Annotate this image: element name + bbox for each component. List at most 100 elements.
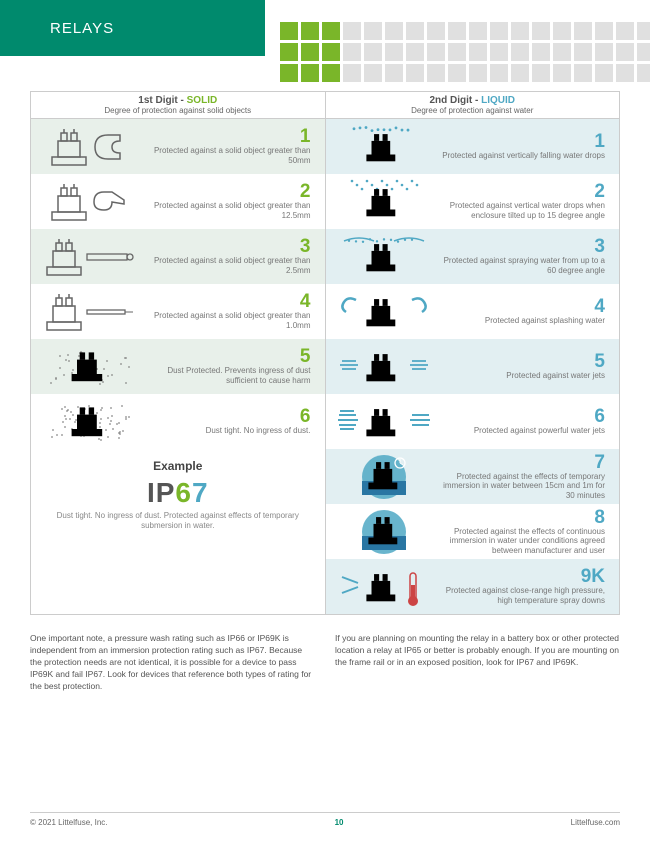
square [616, 43, 634, 61]
liquid-header: 2nd Digit - LIQUID Degree of protection … [326, 92, 620, 119]
solid-description: Protected against a solid object greater… [139, 311, 311, 330]
solid-description: Protected against a solid object greater… [139, 256, 311, 275]
liquid-subtitle: Degree of protection against water [329, 106, 617, 115]
liquid-row-7: 7Protected against the effects of tempor… [326, 449, 620, 504]
liquid-number: 9K [434, 567, 606, 586]
square [385, 22, 403, 40]
solid-icon [39, 343, 139, 391]
liquid-column: 2nd Digit - LIQUID Degree of protection … [326, 92, 620, 614]
example-block: Example IP67 Dust tight. No ingress of d… [31, 449, 325, 542]
square [322, 22, 340, 40]
square [364, 22, 382, 40]
square [490, 64, 508, 82]
liquid-description: Protected against water jets [434, 371, 606, 381]
page-header: RELAYS [0, 0, 265, 56]
solid-number: 1 [139, 127, 311, 146]
note-right: If you are planning on mounting the rela… [335, 633, 620, 692]
solid-description: Protected against a solid object greater… [139, 201, 311, 220]
square [385, 64, 403, 82]
square [280, 43, 298, 61]
liquid-description: Protected against splashing water [434, 316, 606, 326]
solid-row-6: 6Dust tight. No ingress of dust. [31, 394, 325, 449]
solid-number: 5 [139, 347, 311, 366]
square [322, 43, 340, 61]
liquid-icon [334, 508, 434, 556]
solid-icon [39, 178, 139, 226]
liquid-number: 8 [434, 508, 606, 527]
solid-icon [39, 398, 139, 446]
square [553, 22, 571, 40]
solid-column: 1st Digit - SOLID Degree of protection a… [31, 92, 326, 614]
example-ip-code: IP67 [46, 477, 310, 509]
square [637, 64, 650, 82]
square [343, 43, 361, 61]
square [448, 64, 466, 82]
solid-icon [39, 123, 139, 171]
footer-page-number: 10 [335, 818, 344, 827]
square [553, 64, 571, 82]
liquid-description: Protected against spraying water from up… [434, 256, 606, 275]
liquid-icon [334, 398, 434, 446]
square [469, 64, 487, 82]
liquid-row-9K: 9KProtected against close-range high pre… [326, 559, 620, 614]
liquid-description: Protected against vertically falling wat… [434, 151, 606, 161]
square [301, 64, 319, 82]
square [490, 43, 508, 61]
square [280, 22, 298, 40]
square [322, 64, 340, 82]
square [385, 43, 403, 61]
liquid-number: 3 [434, 237, 606, 256]
note-left: One important note, a pressure wash rati… [30, 633, 315, 692]
notes-section: One important note, a pressure wash rati… [30, 633, 620, 692]
solid-description: Protected against a solid object greater… [139, 146, 311, 165]
square [301, 43, 319, 61]
solid-subtitle: Degree of protection against solid objec… [34, 106, 322, 115]
liquid-title-word: LIQUID [481, 95, 515, 106]
square [574, 43, 592, 61]
square [364, 43, 382, 61]
solid-number: 6 [139, 407, 311, 426]
solid-row-5: 5Dust Protected. Prevents ingress of dus… [31, 339, 325, 394]
decorative-squares [280, 22, 650, 82]
square [574, 64, 592, 82]
solid-icon [39, 233, 139, 281]
liquid-row-5: 5Protected against water jets [326, 339, 620, 394]
square [469, 43, 487, 61]
solid-title-prefix: 1st Digit - [138, 95, 186, 106]
liquid-icon [334, 288, 434, 336]
solid-title-word: SOLID [187, 95, 218, 106]
liquid-icon [334, 123, 434, 171]
square [427, 22, 445, 40]
square [469, 22, 487, 40]
square [427, 64, 445, 82]
solid-row-4: 4Protected against a solid object greate… [31, 284, 325, 339]
liquid-number: 7 [434, 453, 606, 472]
square [637, 22, 650, 40]
liquid-row-2: 2Protected against vertical water drops … [326, 174, 620, 229]
example-digit-1: 6 [175, 477, 192, 508]
solid-number: 3 [139, 237, 311, 256]
square [553, 43, 571, 61]
liquid-icon [334, 453, 434, 501]
liquid-title-prefix: 2nd Digit - [429, 95, 481, 106]
square [532, 64, 550, 82]
solid-icon [39, 288, 139, 336]
liquid-description: Protected against close-range high press… [434, 586, 606, 605]
liquid-description: Protected against powerful water jets [434, 426, 606, 436]
page-footer: © 2021 Littelfuse, Inc. 10 Littelfuse.co… [30, 812, 620, 827]
solid-description: Dust Protected. Prevents ingress of dust… [139, 366, 311, 385]
liquid-number: 1 [434, 132, 606, 151]
liquid-description: Protected against the effects of tempora… [434, 472, 606, 501]
ip-rating-table: 1st Digit - SOLID Degree of protection a… [30, 91, 620, 615]
liquid-number: 5 [434, 352, 606, 371]
footer-url: Littelfuse.com [571, 818, 620, 827]
square [511, 22, 529, 40]
solid-row-1: 1Protected against a solid object greate… [31, 119, 325, 174]
square [532, 43, 550, 61]
square [448, 22, 466, 40]
square [343, 64, 361, 82]
liquid-icon [334, 343, 434, 391]
solid-number: 4 [139, 292, 311, 311]
square [595, 43, 613, 61]
liquid-icon [334, 178, 434, 226]
